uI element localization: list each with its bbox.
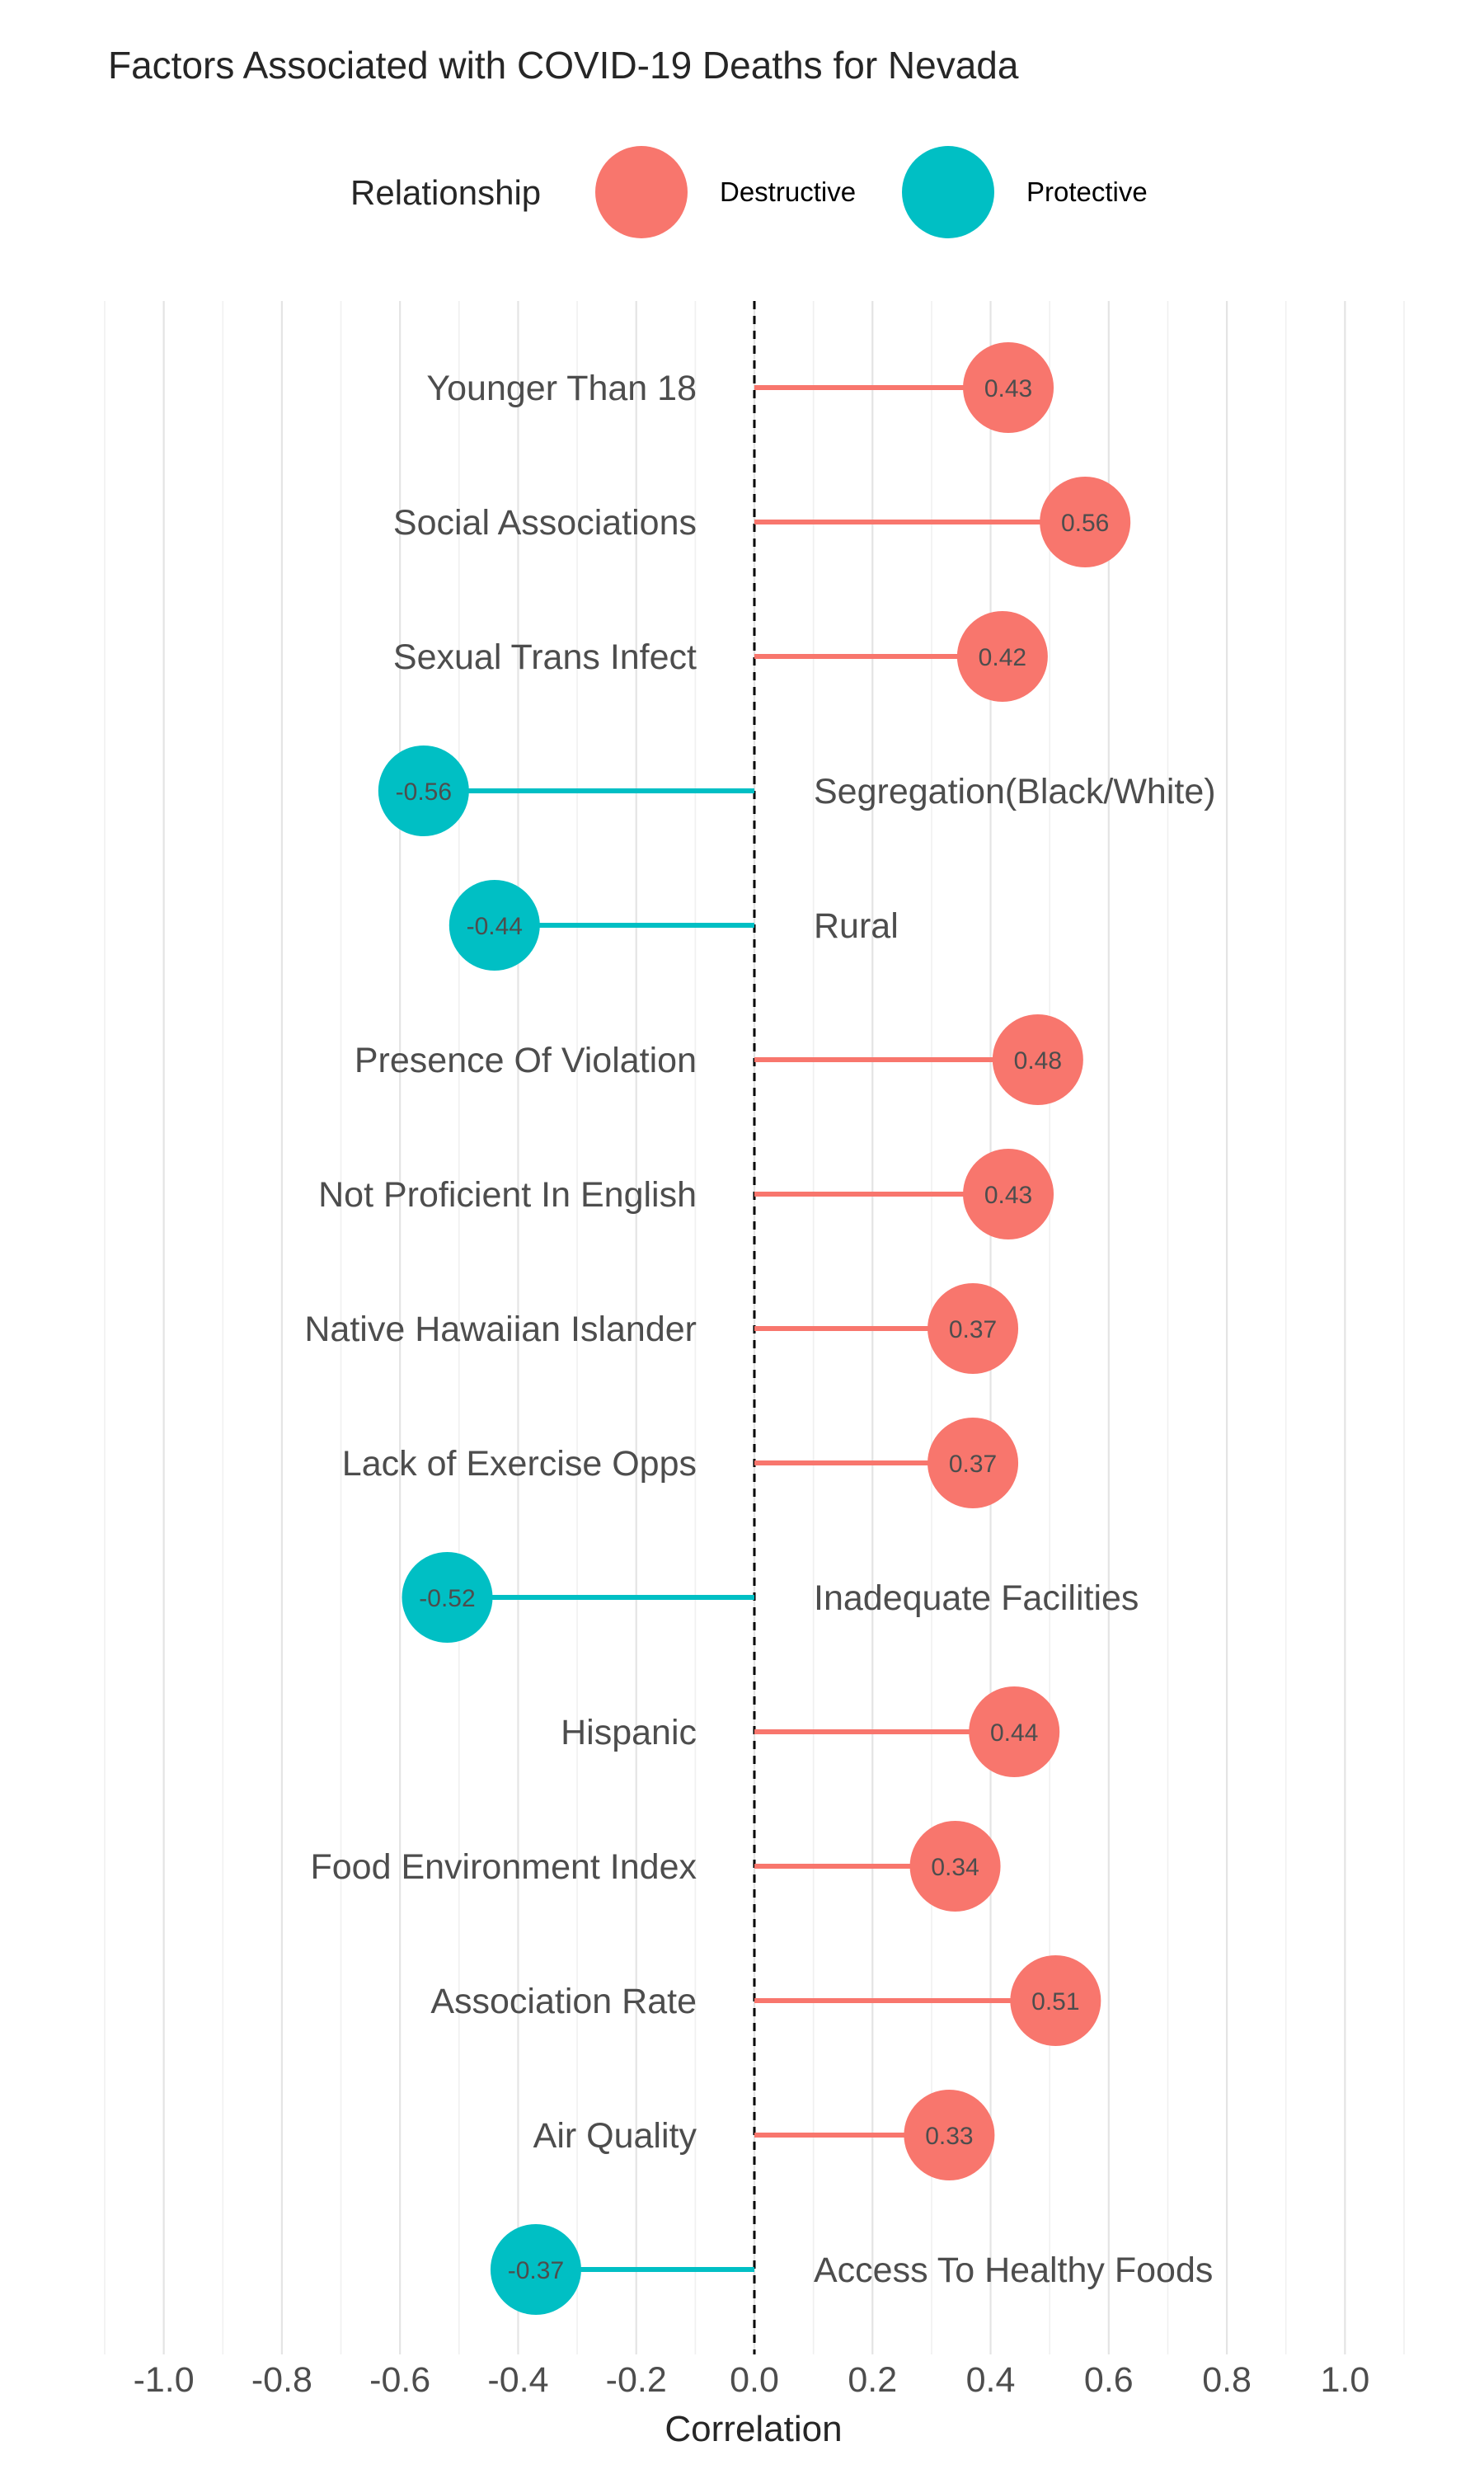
category-label-sexual-trans-infect: Sexual Trans Infect <box>393 637 697 677</box>
value-label-presence-of-violation: 0.48 <box>1014 1047 1062 1075</box>
legend-key-protective <box>902 146 994 238</box>
legend-label-protective: Protective <box>1026 176 1148 207</box>
category-label-segregation-black-white: Segregation(Black/White) <box>814 772 1216 811</box>
category-label-access-to-healthy-foods: Access To Healthy Foods <box>814 2251 1213 2290</box>
chart-title: Factors Associated with COVID-19 Deaths … <box>108 44 1019 87</box>
category-label-social-associations: Social Associations <box>393 503 697 543</box>
category-label-younger-than-18: Younger Than 18 <box>426 369 697 408</box>
x-tick-label: 0.6 <box>1084 2360 1134 2400</box>
value-label-social-associations: 0.56 <box>1061 510 1109 537</box>
value-label-inadequate-facilities: -0.52 <box>419 1585 475 1612</box>
x-tick-label: 1.0 <box>1320 2360 1369 2400</box>
category-label-inadequate-facilities: Inadequate Facilities <box>814 1578 1139 1618</box>
category-label-food-environment-index: Food Environment Index <box>311 1847 697 1887</box>
x-tick-label: -0.2 <box>606 2360 667 2400</box>
point-presence-of-violation <box>992 1014 1083 1105</box>
value-label-food-environment-index: 0.34 <box>931 1854 979 1881</box>
legend: Relationship Destructive Protective <box>350 146 1148 238</box>
point-lack-of-exercise-opps <box>928 1418 1019 1508</box>
value-label-rural: -0.44 <box>467 913 523 940</box>
x-tick-label: -1.0 <box>134 2360 195 2400</box>
point-younger-than-18 <box>963 342 1054 433</box>
point-association-rate <box>1010 1955 1101 2046</box>
value-label-not-proficient-in-english: 0.43 <box>984 1182 1032 1209</box>
legend-key-destructive <box>595 146 688 238</box>
category-label-presence-of-violation: Presence Of Violation <box>355 1041 697 1080</box>
x-axis-title: Correlation <box>665 2409 842 2449</box>
point-social-associations <box>1040 477 1131 567</box>
value-label-lack-of-exercise-opps: 0.37 <box>949 1451 997 1478</box>
lollipop-marks: 0.43 0.56 0.42 -0.56 -0.44 0.48 0.43 0.37 0.37 -0… <box>378 342 1131 2315</box>
category-label-association-rate: Association Rate <box>430 1982 697 2021</box>
point-segregation-black-white <box>378 745 469 836</box>
category-label-air-quality: Air Quality <box>533 2116 697 2156</box>
value-label-younger-than-18: 0.43 <box>984 375 1032 402</box>
category-labels: Younger Than 18 Social Associations Sexual… <box>304 369 1215 2290</box>
x-tick-label: 0.8 <box>1202 2360 1252 2400</box>
legend-title: Relationship <box>350 173 541 212</box>
category-label-native-hawaiian-islander: Native Hawaiian Islander <box>304 1310 697 1349</box>
x-tick-label: -0.4 <box>487 2360 548 2400</box>
point-native-hawaiian-islander <box>928 1283 1019 1374</box>
category-label-not-proficient-in-english: Not Proficient In English <box>318 1175 697 1215</box>
category-label-hispanic: Hispanic <box>561 1713 697 1752</box>
x-tick-label: 0.4 <box>966 2360 1016 2400</box>
x-tick-label: -0.6 <box>369 2360 430 2400</box>
point-inadequate-facilities <box>402 1552 493 1643</box>
category-label-rural: Rural <box>814 906 899 946</box>
point-hispanic <box>969 1686 1060 1777</box>
value-label-access-to-healthy-foods: -0.37 <box>508 2257 564 2284</box>
x-tick-label: 0.2 <box>848 2360 897 2400</box>
value-label-native-hawaiian-islander: 0.37 <box>949 1316 997 1343</box>
point-food-environment-index <box>909 1821 1001 1912</box>
x-tick-label: -0.8 <box>251 2360 312 2400</box>
value-label-hispanic: 0.44 <box>990 1719 1038 1747</box>
value-label-segregation-black-white: -0.56 <box>396 778 452 806</box>
point-rural <box>448 880 540 971</box>
value-label-air-quality: 0.33 <box>925 2123 973 2150</box>
point-air-quality <box>904 2090 995 2180</box>
point-access-to-healthy-foods <box>490 2224 581 2315</box>
point-not-proficient-in-english <box>963 1149 1054 1239</box>
x-tick-label: 0.0 <box>730 2360 779 2400</box>
x-tick-labels: -1.0 -0.8 -0.6 -0.4 -0.2 0.0 0.2 0.4 0.6 0.8 1.0 <box>134 2360 1370 2400</box>
category-label-lack-of-exercise-opps: Lack of Exercise Opps <box>342 1444 697 1484</box>
legend-label-destructive: Destructive <box>720 176 856 207</box>
value-label-association-rate: 0.51 <box>1031 1988 1079 2015</box>
value-label-sexual-trans-infect: 0.42 <box>979 644 1026 671</box>
point-sexual-trans-infect <box>956 611 1048 702</box>
